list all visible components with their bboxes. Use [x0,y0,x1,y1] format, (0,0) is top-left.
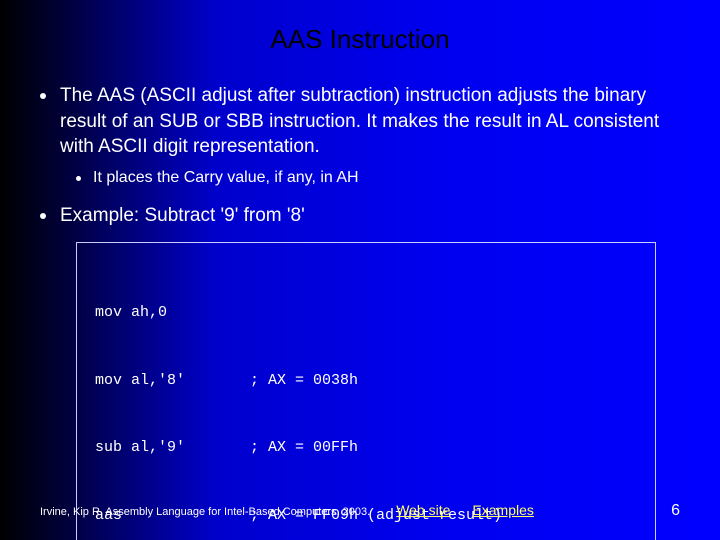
bullet-dot-icon [40,93,46,99]
code-block: mov ah,0 mov al,'8'; AX = 0038h sub al,'… [76,242,656,540]
bullet-main-1-text: The AAS (ASCII adjust after subtraction)… [60,83,680,160]
bullet-main-1: The AAS (ASCII adjust after subtraction)… [40,83,680,160]
code-line: mov al,'8'; AX = 0038h [95,370,637,393]
code-line: mov ah,0 [95,302,637,325]
code-line: sub al,'9'; AX = 00FFh [95,437,637,460]
footer-link-examples[interactable]: Examples [472,502,533,518]
bullet-dot-icon [40,213,46,219]
bullet-main-2-text: Example: Subtract '9' from '8' [60,203,305,229]
footer-link-website[interactable]: Web site [396,502,450,518]
slide-footer: Irvine, Kip R. Assembly Language for Int… [40,502,680,520]
bullet-main-2: Example: Subtract '9' from '8' [40,203,680,229]
slide-title: AAS Instruction [40,24,680,55]
bullet-sub-1-text: It places the Carry value, if any, in AH [93,168,359,189]
slide-container: AAS Instruction The AAS (ASCII adjust af… [0,0,720,540]
bullet-dot-icon [76,176,81,181]
footer-citation: Irvine, Kip R. Assembly Language for Int… [40,506,370,518]
bullet-sub-1: It places the Carry value, if any, in AH [76,168,680,189]
page-number: 6 [671,502,680,520]
